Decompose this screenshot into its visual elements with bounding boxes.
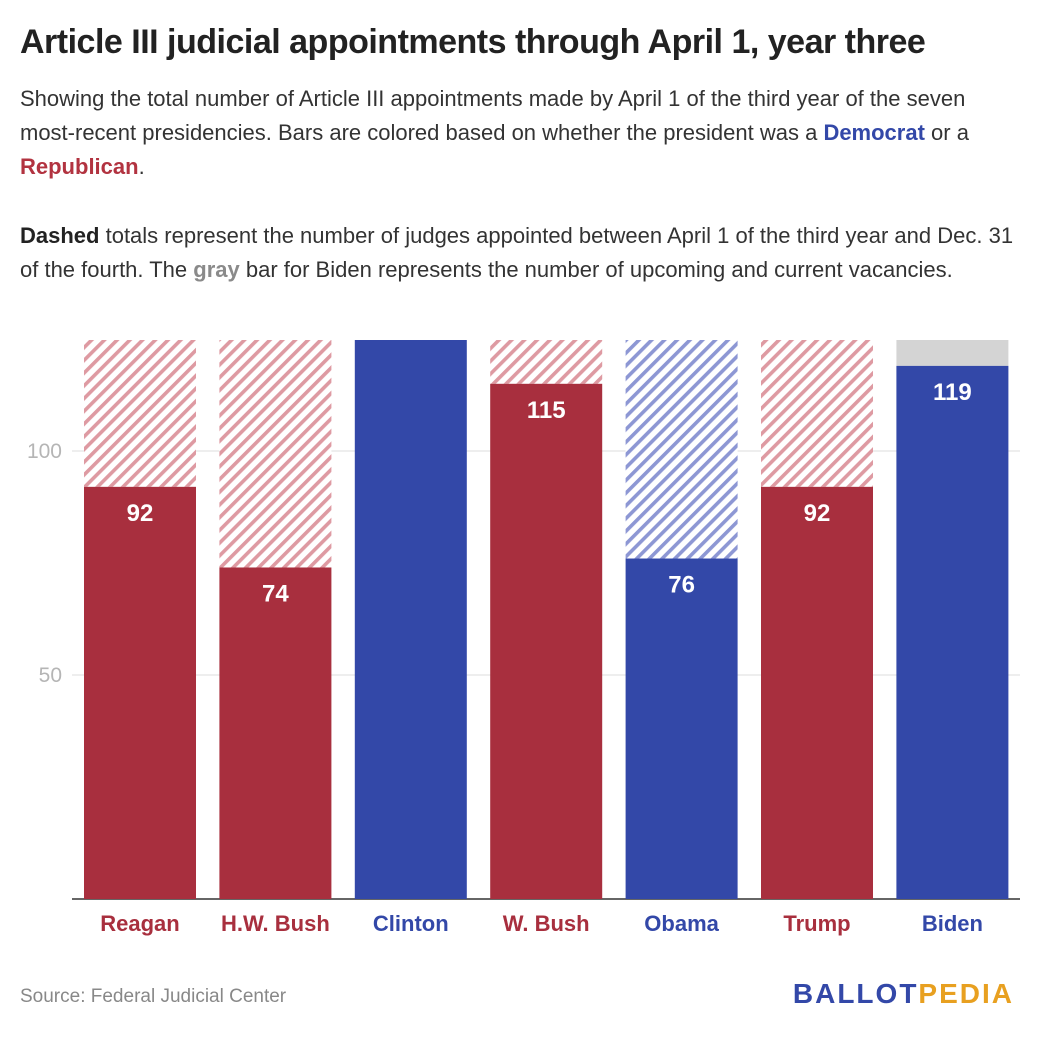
bar-reagan[interactable] [84, 486, 196, 899]
bar-biden-label: 119 [933, 379, 972, 406]
note-text: totals represent the number of judges ap… [20, 223, 1014, 282]
democrat-label: Democrat [823, 120, 925, 145]
bar-reagan-label: 92 [127, 500, 154, 527]
republican-label: Republican [20, 154, 139, 179]
ballotpedia-logo[interactable]: BALLOTPEDIA [793, 978, 1014, 1010]
bar-h-w-bush[interactable] [219, 567, 332, 899]
dashed-bar-w-bush[interactable] [490, 340, 603, 384]
chart-description: Showing the total number of Article III … [20, 82, 1020, 184]
x-tick-label-clinton: Clinton [373, 911, 449, 936]
gray-label: gray [193, 257, 240, 282]
vacancy-bar-biden[interactable] [896, 340, 1009, 366]
x-tick-label-w-bush: W. Bush [503, 911, 590, 936]
bar-obama-label: 76 [668, 572, 695, 599]
y-tick-label-100: 100 [27, 440, 62, 463]
description-period: . [138, 154, 145, 179]
bar-h-w-bush-label: 74 [262, 580, 289, 607]
bar-w-bush-label: 115 [527, 397, 566, 424]
note-end: bar for Biden represents the number of u… [239, 257, 953, 282]
bar-w-bush[interactable] [490, 383, 603, 899]
x-tick-label-biden: Biden [922, 911, 983, 936]
chart-note: Dashed totals represent the number of ju… [20, 219, 1020, 287]
logo-pedia: PEDIA [918, 978, 1014, 1009]
logo-ballot: BALLOT [792, 978, 919, 1009]
source-note: Source: Federal Judicial Center [20, 986, 287, 1007]
dashed-bar-h-w-bush[interactable] [219, 340, 332, 568]
bar-clinton[interactable] [354, 340, 467, 899]
y-tick-label-50: 50 [39, 664, 62, 687]
dashed-bar-reagan[interactable] [84, 340, 196, 487]
dashed-bar-trump[interactable] [761, 340, 873, 487]
x-tick-label-trump: Trump [783, 911, 850, 936]
bar-obama[interactable] [625, 558, 738, 899]
x-tick-label-obama: Obama [644, 911, 719, 936]
x-tick-label-reagan: Reagan [100, 911, 179, 936]
dashed-label: Dashed [20, 223, 100, 248]
chart-title: Article III judicial appointments throug… [20, 23, 926, 61]
x-tick-label-h-w-bush: H.W. Bush [221, 911, 330, 936]
description-text: Showing the total number of Article III … [20, 86, 966, 145]
bar-chart: 50100150200 7492Reagan11974H.W. Bush6613… [27, 340, 1020, 936]
bar-trump-label: 92 [804, 500, 831, 527]
description-connector: or a [924, 120, 969, 145]
bar-trump[interactable] [761, 486, 873, 899]
dashed-bar-obama[interactable] [625, 340, 738, 559]
bar-biden[interactable] [896, 365, 1009, 899]
